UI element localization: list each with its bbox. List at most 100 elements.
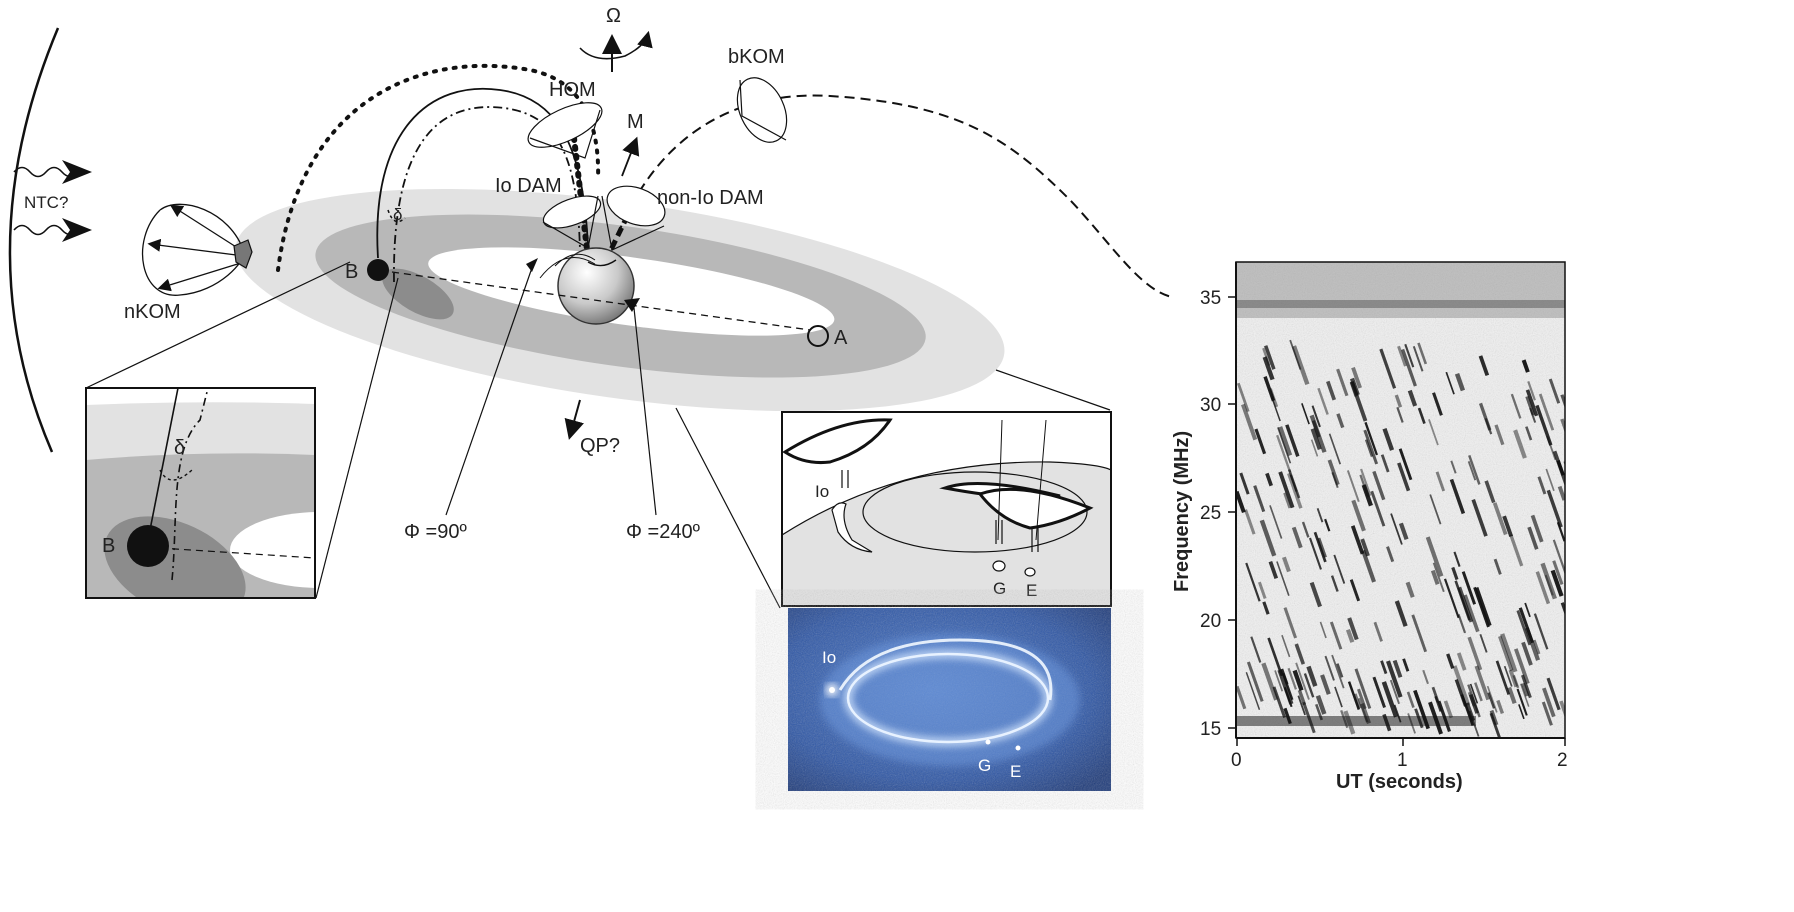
spectrogram-streak: [1435, 471, 1446, 492]
spectrogram-streak: [1382, 427, 1395, 451]
spectrogram-streak: [1324, 655, 1335, 681]
spectrogram-streak: [1262, 601, 1270, 615]
spectrogram-y-axis-title: Frequency (MHz): [1171, 431, 1193, 592]
spectrogram-streak: [1363, 429, 1379, 465]
delta-label: δ: [393, 205, 402, 224]
spectrogram-streak: [1521, 641, 1533, 666]
spectrogram-streak: [1473, 586, 1490, 628]
spectrogram-streak: [1382, 713, 1392, 732]
spectrogram-streak: [1283, 607, 1298, 639]
spectrogram-streak: [1262, 356, 1275, 381]
spectrogram-streak: [1347, 617, 1359, 641]
spectrogram-streak: [1340, 709, 1349, 729]
spectrogram-streak: [1278, 471, 1295, 509]
spectrogram-streak: [1509, 534, 1524, 567]
spectrogram-streak: [1326, 380, 1337, 401]
spectrogram-streaks: [1236, 339, 1565, 738]
footprint-io-label: Io: [815, 482, 829, 501]
spectrogram-streak: [1422, 669, 1429, 685]
spectrogram-streak: [1317, 537, 1327, 558]
spectrogram-streak: [1478, 402, 1492, 431]
spectrogram-streak: [1456, 652, 1467, 671]
inset-b-label: B: [102, 535, 115, 557]
spectrogram-streak: [1548, 378, 1561, 404]
spectrogram-streak: [1297, 695, 1306, 716]
spectrogram-streak: [1502, 515, 1514, 538]
spectrogram-streak: [1417, 342, 1428, 365]
spectrogram-streak: [1309, 414, 1327, 453]
spectrogram-streak: [1546, 677, 1561, 711]
spectrogram-streak: [1545, 468, 1555, 492]
bkom-dashed-line: [611, 94, 1173, 298]
spectrogram-streak: [1281, 634, 1291, 658]
spectrogram-streak: [1301, 403, 1310, 425]
spectrogram-streak: [1525, 426, 1533, 441]
spectrogram-streak: [1544, 574, 1554, 596]
spectrogram-streak: [1530, 514, 1544, 543]
non-io-dam-label: non-Io DAM: [657, 187, 764, 209]
aurora-photo: Io G E: [788, 608, 1111, 791]
magnetic-axis-arrow: [621, 136, 640, 177]
spectrogram-streak: [1394, 394, 1403, 408]
spectrogram-streak: [1527, 526, 1539, 550]
phi90-line: [445, 261, 535, 516]
spectrogram-streak: [1316, 507, 1324, 523]
spectrogram-streak: [1413, 689, 1430, 730]
spectrogram-streak: [1489, 709, 1499, 726]
spectrogram-streak: [1268, 560, 1279, 580]
spectrogram-streak: [1393, 704, 1402, 723]
spectrogram-streak: [1236, 685, 1247, 710]
spectrogram-streak: [1372, 470, 1386, 501]
spectrogram-streak: [1396, 406, 1404, 423]
spectrogram-streak: [1364, 421, 1378, 456]
spectrogram-streak: [1556, 459, 1565, 476]
spectrogram-streak: [1512, 674, 1520, 689]
spectrogram-streak: [1500, 633, 1518, 673]
spectrogram-streak: [1278, 426, 1293, 457]
spectrogram-streak: [1357, 697, 1369, 723]
spectrogram-streak: [1529, 407, 1537, 423]
spectrogram-streak: [1361, 549, 1376, 583]
spectrogram-streak: [1390, 513, 1403, 545]
spectrogram-streak: [1398, 448, 1413, 481]
spectrogram-streak: [1467, 636, 1483, 671]
spectrogram-streak: [1445, 371, 1455, 395]
spectrogram-streak: [1457, 586, 1474, 623]
spectrogram-streak: [1261, 662, 1279, 701]
spectrogram-streak: [1380, 660, 1388, 675]
spectrogram-streak: [1495, 660, 1511, 695]
spectrogram-streak: [1510, 393, 1522, 419]
spectrogram-streak: [1274, 670, 1284, 692]
spectrogram-streak: [1315, 695, 1327, 715]
ntc-label: NTC?: [24, 193, 68, 212]
spectrogram-streak: [1524, 602, 1531, 618]
spectrogram-streak: [1392, 659, 1403, 678]
left-inset-zoom: B δ: [85, 387, 316, 599]
spectrogram-streak: [1357, 688, 1367, 710]
label-b: B: [345, 261, 358, 283]
spectrogram-streak: [1259, 519, 1277, 557]
spectrogram-streak: [1443, 578, 1460, 619]
spectrogram-streak: [1287, 667, 1297, 690]
spectrogram-streak: [1397, 462, 1411, 492]
spectrogram-streak: [1246, 661, 1264, 702]
spectrogram-streak: [1432, 392, 1443, 416]
spectrogram-streak: [1450, 460, 1457, 474]
ntc-arrowhead-1: [62, 160, 92, 184]
spectrogram-streak: [1336, 413, 1345, 429]
spectrogram-streak: [1324, 518, 1331, 532]
spectrogram-streak: [1430, 569, 1440, 585]
io-dam-label: Io DAM: [495, 175, 562, 197]
spectrogram-streak: [1310, 439, 1319, 457]
spectrogram-streak: [1244, 509, 1256, 535]
ntc-arrowhead-2: [62, 218, 92, 242]
spectrogram-streak: [1351, 366, 1362, 389]
spectrogram-streak: [1432, 562, 1445, 593]
spectrogram-streak: [1446, 653, 1455, 669]
spectrogram-streak: [1521, 674, 1532, 699]
spectrogram-streak: [1267, 637, 1284, 677]
spectrogram-streak: [1407, 713, 1416, 734]
position-a-marker: [807, 325, 829, 347]
inset-delta-label: δ: [174, 437, 185, 459]
spectrogram-streak: [1464, 702, 1476, 722]
